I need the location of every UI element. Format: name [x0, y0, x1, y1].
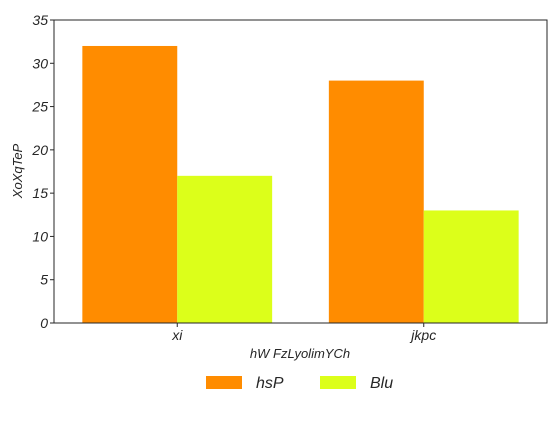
x-axis-label: hW FzLyolimYCh	[250, 346, 350, 361]
x-tick-label: xi	[171, 327, 183, 343]
x-axis-ticks: xi jkpc	[171, 323, 436, 343]
y-tick-label: 0	[40, 315, 48, 331]
y-tick-label: 30	[32, 55, 48, 71]
y-tick-label: 10	[32, 228, 48, 244]
bar-Blu-xi	[177, 176, 272, 323]
legend-label-Blu: Blu	[370, 375, 393, 392]
x-tick-label: jkpc	[409, 327, 436, 343]
y-tick-label: 20	[31, 142, 48, 158]
legend-label-hsP: hsP	[256, 375, 284, 392]
y-tick-label: 25	[31, 99, 48, 115]
bars-layer	[82, 46, 518, 323]
y-axis-label: XoXqTeP	[10, 143, 25, 199]
y-tick-label: 15	[32, 185, 48, 201]
bar-hsP-xi	[82, 46, 177, 323]
legend-swatch-Blu	[320, 376, 356, 389]
y-tick-label: 5	[40, 272, 48, 288]
legend: hsP Blu	[206, 375, 393, 392]
y-tick-label: 35	[32, 12, 48, 28]
bar-Blu-jkpc	[424, 210, 519, 323]
bar-hsP-jkpc	[329, 81, 424, 323]
y-axis-ticks: 0 5 10 15 20 25 30 35	[31, 12, 54, 331]
legend-swatch-hsP	[206, 376, 242, 389]
